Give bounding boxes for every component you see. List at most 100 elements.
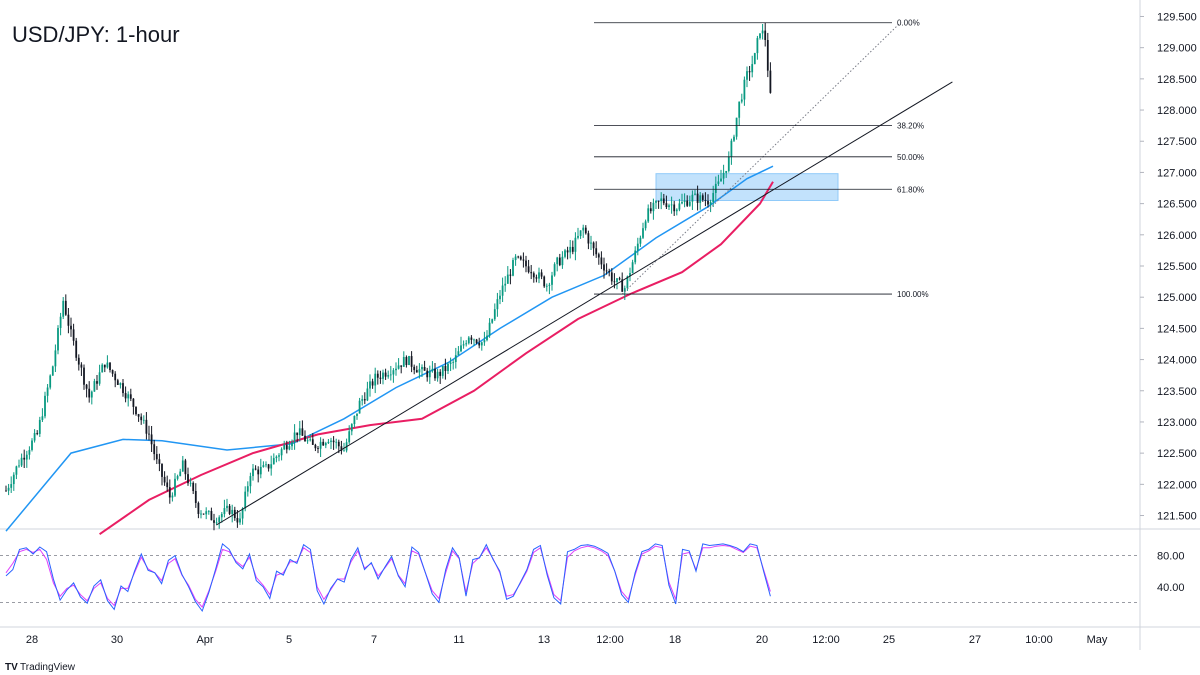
- candle-body: [213, 520, 215, 523]
- x-tick-label: 5: [286, 634, 292, 646]
- candle-body: [642, 228, 644, 238]
- candle-body: [382, 372, 384, 379]
- candle-body: [309, 439, 312, 441]
- candle-body: [452, 362, 455, 363]
- candle-body: [530, 272, 533, 274]
- candle-body: [155, 454, 158, 460]
- candle-body: [356, 413, 358, 416]
- candle-body: [467, 337, 470, 344]
- candle-body: [605, 270, 608, 272]
- candle-body: [522, 259, 525, 261]
- candle-body: [735, 117, 738, 137]
- candle-body: [558, 257, 561, 266]
- candle-body: [470, 337, 473, 340]
- grid-layer: [0, 0, 1200, 650]
- brand-icon: TV: [5, 662, 18, 673]
- candle-body: [88, 388, 91, 398]
- ma-layer: [5, 165, 774, 536]
- candle-body: [447, 363, 449, 372]
- candle-body: [324, 443, 327, 446]
- candle-body: [265, 464, 267, 466]
- candle-body: [322, 441, 325, 446]
- candle-body: [725, 170, 728, 173]
- candle-body: [587, 233, 590, 244]
- candle-body: [246, 486, 249, 492]
- candle-body: [569, 246, 572, 253]
- candle-body: [527, 266, 530, 273]
- x-tick-label: 18: [669, 634, 681, 646]
- candle-body: [51, 366, 54, 376]
- candle-body: [566, 250, 569, 253]
- candle-body: [280, 449, 283, 456]
- candle-body: [436, 371, 439, 379]
- candle-body: [756, 38, 759, 54]
- candle-body: [343, 450, 345, 452]
- candle-body: [85, 384, 88, 389]
- candle-body: [12, 474, 15, 485]
- candle-body: [662, 198, 665, 204]
- candle-body: [746, 71, 748, 80]
- candle-body: [439, 371, 442, 376]
- candle-body: [257, 469, 260, 475]
- y-tick-label: 125.000: [1157, 292, 1197, 304]
- candle-body: [730, 140, 733, 157]
- candle-body: [335, 441, 338, 443]
- candle-body: [551, 275, 553, 285]
- y-tick-label: 129.500: [1157, 11, 1197, 23]
- candle-body: [488, 322, 491, 336]
- candle-body: [582, 227, 585, 231]
- candle-body: [473, 339, 475, 341]
- y-tick-label: 123.000: [1157, 417, 1197, 429]
- candle-body: [571, 246, 574, 252]
- candle-body: [111, 370, 114, 374]
- candle-body: [597, 254, 600, 258]
- candle-body: [77, 357, 80, 365]
- candle-body: [54, 350, 57, 367]
- candle-body: [67, 314, 70, 326]
- candle-body: [252, 468, 254, 477]
- line-layer: [216, 22, 953, 526]
- candle-body: [480, 342, 483, 346]
- fib-layer: 0.00% 38.20% 50.00% 61.80% 100.00%: [594, 19, 929, 299]
- candle-body: [93, 381, 96, 392]
- candle-body: [215, 522, 218, 524]
- candle-body: [434, 368, 436, 379]
- candle-body: [634, 250, 637, 263]
- candle-body: [603, 264, 605, 271]
- candle-body: [192, 482, 195, 492]
- candle-body: [174, 478, 176, 496]
- candle-body: [532, 273, 535, 278]
- x-tick-label: 28: [26, 634, 38, 646]
- candle-body: [15, 466, 18, 475]
- candle-body: [478, 342, 481, 346]
- candle-body: [241, 508, 244, 519]
- candle-body: [670, 204, 673, 206]
- candle-body: [751, 64, 754, 73]
- candle-body: [75, 340, 78, 358]
- candle-body: [254, 468, 257, 470]
- candle-body: [64, 300, 67, 315]
- candle-body: [197, 502, 200, 514]
- candle-body: [675, 209, 678, 212]
- candle-body: [171, 495, 174, 498]
- y-tick-label: 122.500: [1157, 448, 1197, 460]
- candle-body: [387, 375, 390, 377]
- candle-body: [311, 439, 314, 445]
- x-tick-label: May: [1087, 634, 1108, 646]
- candle-body: [548, 284, 551, 286]
- candle-body: [449, 362, 452, 364]
- candle-body: [686, 200, 689, 206]
- candle-body: [714, 183, 717, 193]
- candle-body: [223, 508, 226, 515]
- candle-body: [10, 484, 13, 488]
- x-tick-label: 7: [371, 634, 377, 646]
- candle-body: [509, 274, 512, 276]
- candle-body: [460, 345, 462, 352]
- candle-body: [262, 465, 265, 467]
- candle-body: [525, 260, 527, 267]
- candle-body: [621, 279, 624, 292]
- candle-body: [135, 406, 137, 415]
- candle-body: [499, 295, 501, 300]
- candle-body: [283, 445, 286, 450]
